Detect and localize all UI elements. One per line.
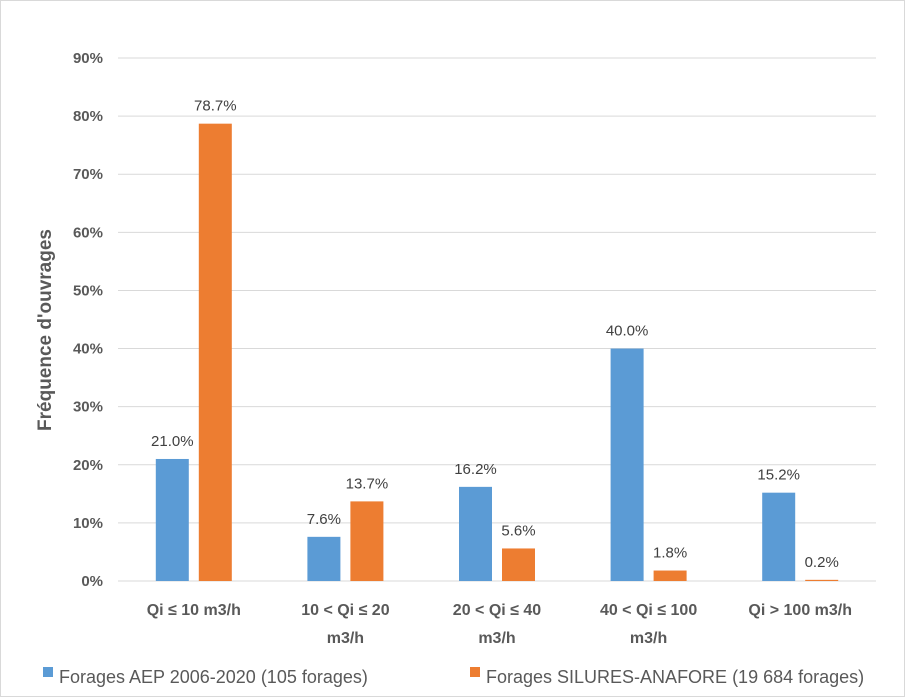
data-label: 16.2% xyxy=(454,461,497,478)
y-tick-label: 80% xyxy=(73,108,103,125)
bar-silures xyxy=(350,501,384,581)
legend-label-aep: Forages AEP 2006-2020 (105 forages) xyxy=(59,667,368,687)
bar-aep xyxy=(459,486,492,581)
bar-aep xyxy=(610,348,644,581)
y-tick-label: 40% xyxy=(73,341,103,358)
y-axis-title: Fréquence d'ouvrages xyxy=(35,229,56,431)
x-tick-label: m3/h xyxy=(630,630,667,647)
legend-swatch-silures xyxy=(470,667,480,677)
y-tick-label: 30% xyxy=(73,399,103,416)
data-label: 15.2% xyxy=(757,467,800,484)
data-label: 5.6% xyxy=(501,522,535,539)
x-tick-label: Qi ≤ 10 m3/h xyxy=(147,602,241,619)
data-label: 78.7% xyxy=(194,98,237,115)
y-tick-label: 20% xyxy=(73,457,103,474)
y-tick-label: 0% xyxy=(81,573,103,590)
bar-silures xyxy=(653,570,687,581)
x-tick-label: m3/h xyxy=(327,630,364,647)
bar-silures xyxy=(198,123,232,581)
legend-label-silures: Forages SILURES-ANAFORE (19 684 forages) xyxy=(486,667,864,687)
bar-silures xyxy=(805,579,839,581)
data-label: 0.2% xyxy=(805,554,839,571)
legend-swatch-aep xyxy=(43,667,53,677)
y-tick-label: 90% xyxy=(73,50,103,67)
x-tick-label: 10 < Qi ≤ 20 xyxy=(301,602,389,619)
x-tick-label: 20 < Qi ≤ 40 xyxy=(453,602,541,619)
bar-silures xyxy=(502,548,535,581)
data-label: 21.0% xyxy=(151,433,194,450)
y-tick-label: 50% xyxy=(73,282,103,299)
bar-aep xyxy=(307,536,341,581)
y-tick-label: 70% xyxy=(73,166,103,183)
x-tick-label: 40 < Qi ≤ 100 xyxy=(600,602,697,619)
data-label: 13.7% xyxy=(346,475,389,492)
bar-aep xyxy=(155,458,189,581)
data-label: 40.0% xyxy=(606,323,649,340)
data-label: 1.8% xyxy=(653,545,687,562)
x-tick-label: Qi > 100 m3/h xyxy=(748,602,852,619)
data-label: 7.6% xyxy=(307,511,341,528)
x-tick-label: m3/h xyxy=(478,630,515,647)
bar-aep xyxy=(762,492,796,581)
y-tick-label: 10% xyxy=(73,515,103,532)
y-tick-label: 60% xyxy=(73,224,103,241)
